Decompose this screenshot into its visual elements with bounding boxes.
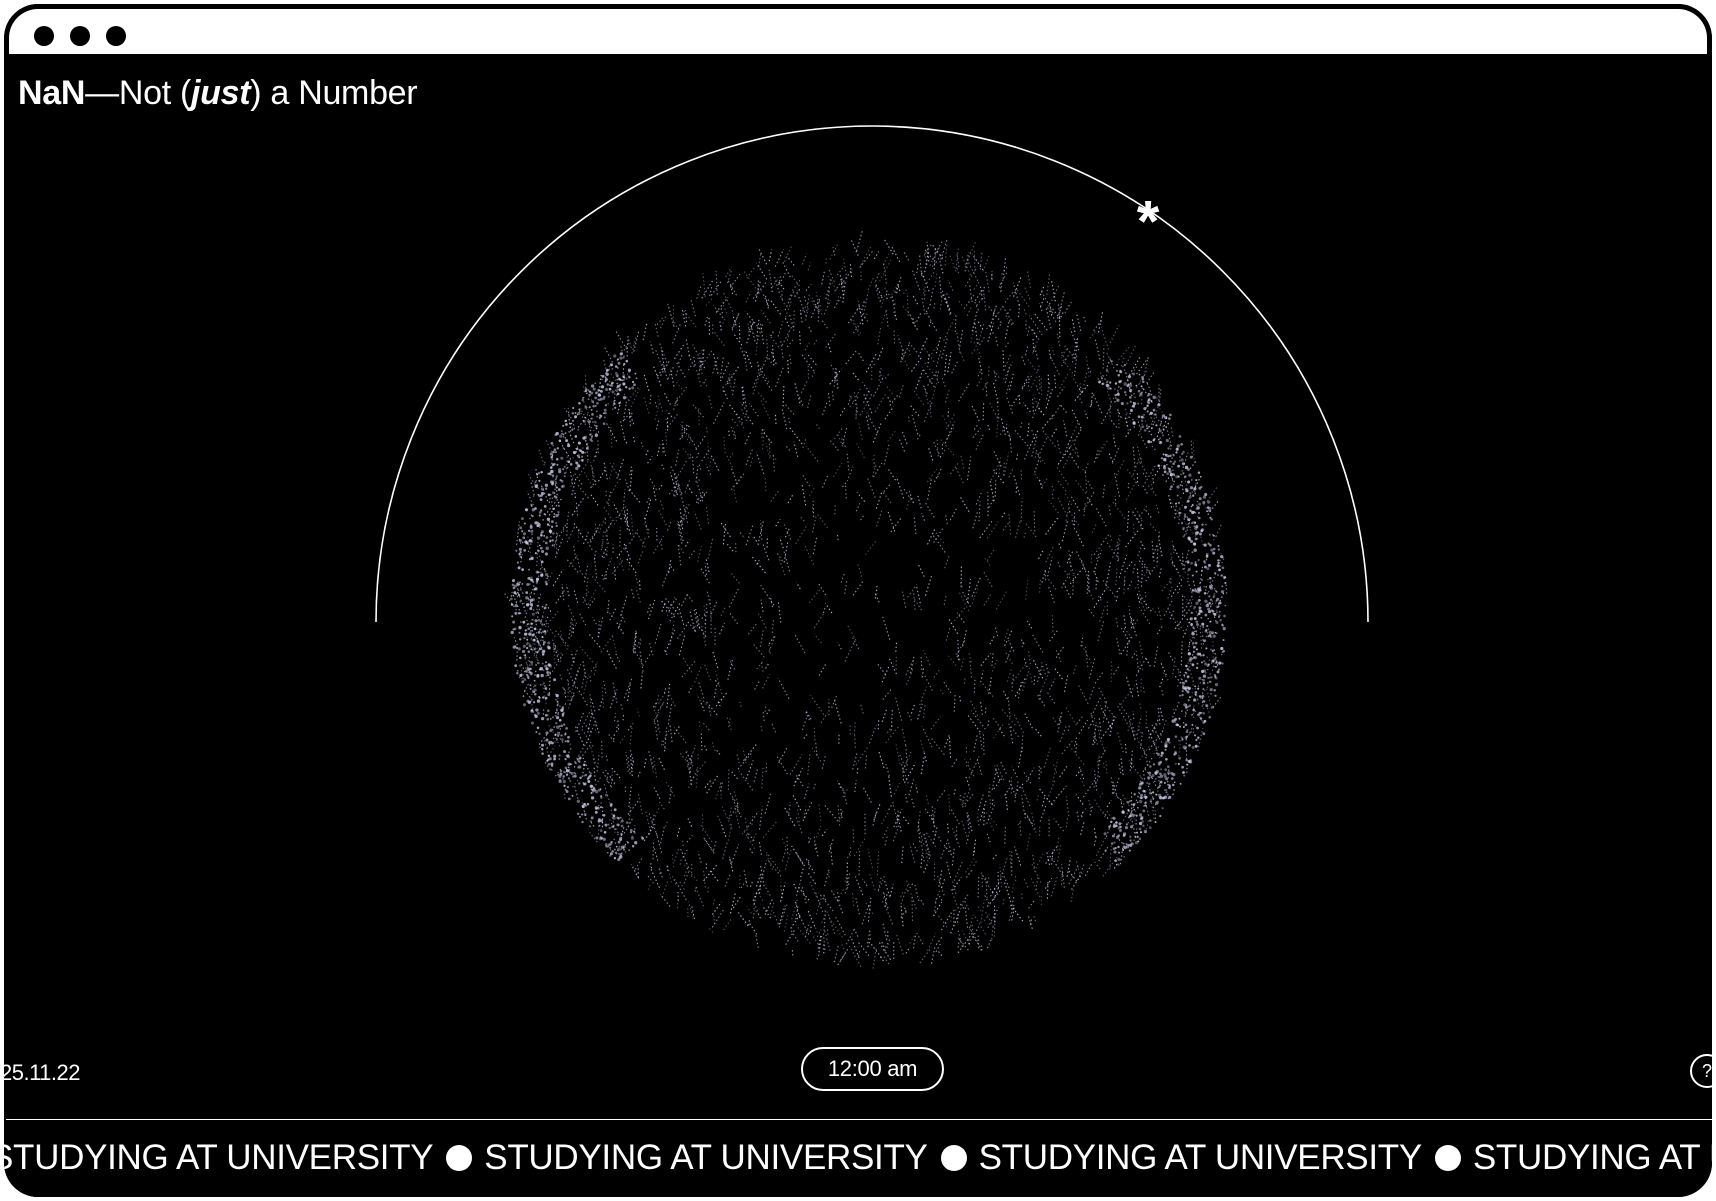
window-dot-3[interactable] [106, 26, 126, 46]
page-canvas: NaN—Not (just) a Number * 25.11.22 12:00… [4, 54, 1712, 1197]
ticker-separator-dot [446, 1145, 473, 1171]
ticker-item: STUDYING AT UNIVERSITY [1472, 1138, 1712, 1177]
brand-name: NaN [18, 74, 86, 112]
orbit-arc [375, 125, 1369, 623]
ticker-item: STUDYING AT UNIVERSITY [978, 1138, 1423, 1177]
particle-sphere [503, 228, 1228, 969]
time-button[interactable]: 12:00 am [801, 1047, 944, 1091]
globe-visual: * [375, 125, 1369, 969]
help-button[interactable]: ? [1690, 1054, 1712, 1088]
footer-divider [6, 1119, 1712, 1120]
title-emphasis: just [191, 74, 251, 112]
window-dot-1[interactable] [34, 26, 54, 46]
ticker-separator-dot [940, 1145, 967, 1171]
browser-window: NaN—Not (just) a Number * 25.11.22 12:00… [4, 4, 1712, 1197]
marquee-ticker: STUDYING AT UNIVERSITY STUDYING AT UNIVER… [4, 1130, 1712, 1186]
title-dash: —Not ( [85, 74, 192, 112]
title-bar [4, 4, 1712, 54]
date-label: 25.11.22 [4, 1060, 81, 1085]
window-dot-2[interactable] [70, 26, 90, 46]
asterisk-marker[interactable]: * [1137, 189, 1160, 254]
ticker-item: STUDYING AT UNIVERSITY [484, 1138, 928, 1177]
ticker-item: STUDYING AT UNIVERSITY [4, 1138, 434, 1177]
site-title[interactable]: NaN—Not (just) a Number [18, 74, 418, 113]
title-rest: ) a Number [250, 74, 418, 112]
ticker-separator-dot [1434, 1145, 1461, 1171]
